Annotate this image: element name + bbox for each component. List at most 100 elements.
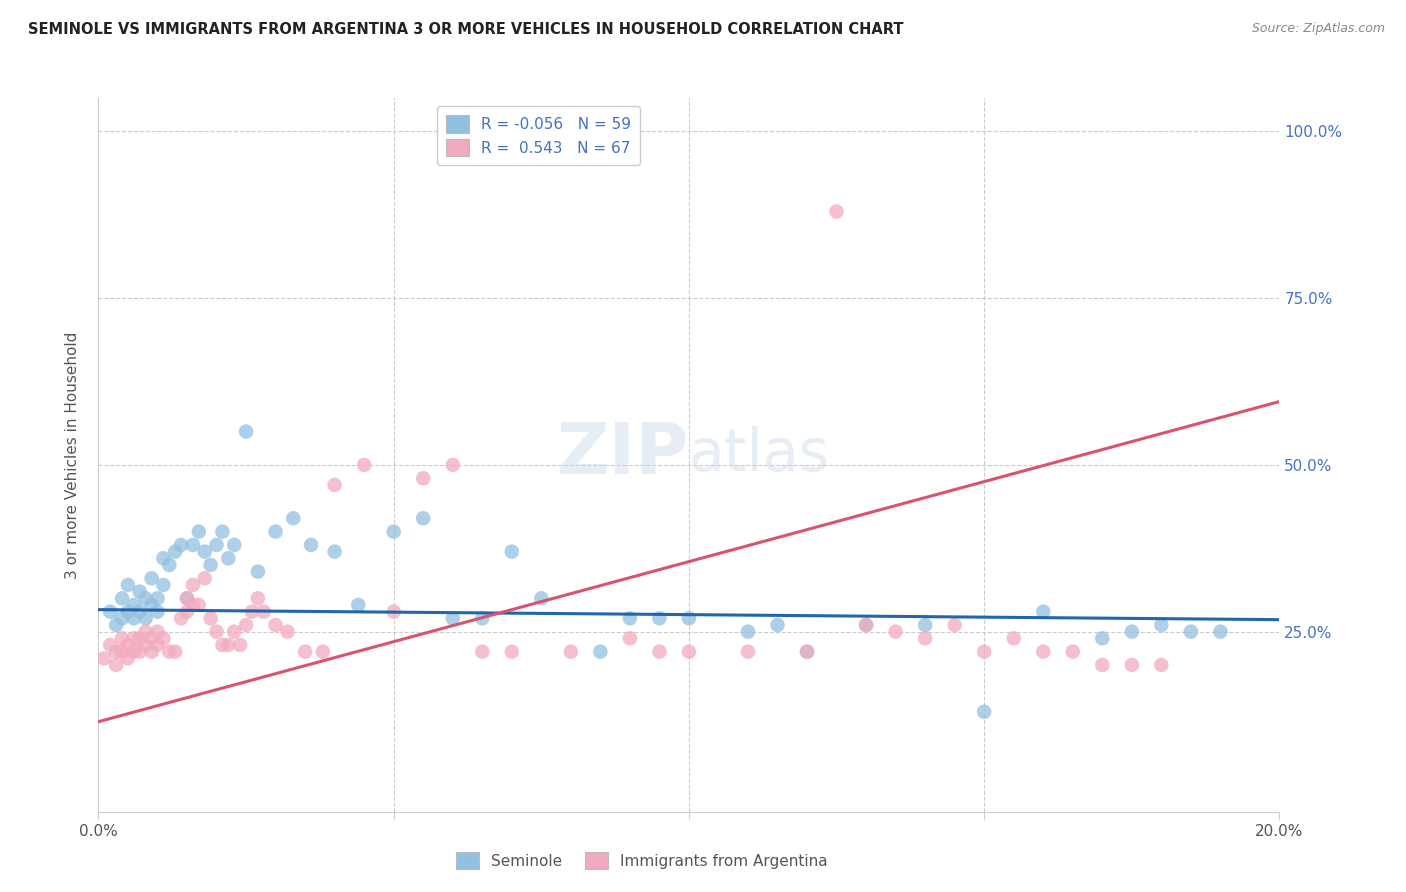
Point — [501, 544, 523, 558]
Legend: Seminole, Immigrants from Argentina: Seminole, Immigrants from Argentina — [450, 846, 834, 875]
Point — [914, 632, 936, 646]
Point — [471, 645, 494, 659]
Point — [117, 651, 139, 665]
Point — [229, 638, 252, 652]
Point — [323, 544, 346, 558]
Text: ZIP: ZIP — [557, 420, 689, 490]
Point — [111, 645, 134, 659]
Point — [152, 551, 174, 566]
Point — [264, 618, 287, 632]
Point — [914, 618, 936, 632]
Point — [211, 524, 233, 539]
Point — [141, 571, 163, 585]
Point — [619, 611, 641, 625]
Text: SEMINOLE VS IMMIGRANTS FROM ARGENTINA 3 OR MORE VEHICLES IN HOUSEHOLD CORRELATIO: SEMINOLE VS IMMIGRANTS FROM ARGENTINA 3 … — [28, 22, 904, 37]
Point — [1032, 605, 1054, 619]
Point — [1180, 624, 1202, 639]
Point — [98, 605, 121, 619]
Point — [235, 425, 257, 439]
Point — [678, 611, 700, 625]
Point — [135, 638, 157, 652]
Point — [276, 624, 298, 639]
Point — [141, 598, 163, 612]
Point — [648, 611, 671, 625]
Point — [796, 645, 818, 659]
Point — [117, 605, 139, 619]
Point — [1209, 624, 1232, 639]
Point — [194, 571, 217, 585]
Point — [128, 632, 150, 646]
Point — [200, 611, 222, 625]
Point — [1002, 632, 1025, 646]
Point — [246, 591, 269, 606]
Point — [855, 618, 877, 632]
Point — [412, 511, 434, 525]
Point — [105, 645, 128, 659]
Point — [93, 651, 115, 665]
Point — [165, 645, 187, 659]
Point — [412, 471, 434, 485]
Point — [117, 638, 139, 652]
Point — [283, 511, 305, 525]
Point — [146, 638, 169, 652]
Point — [122, 645, 145, 659]
Point — [217, 551, 239, 566]
Point — [128, 645, 150, 659]
Point — [224, 538, 246, 552]
Point — [737, 645, 759, 659]
Point — [141, 645, 163, 659]
Point — [105, 658, 128, 673]
Point — [253, 605, 276, 619]
Point — [111, 632, 134, 646]
Point — [187, 524, 209, 539]
Point — [235, 618, 257, 632]
Point — [176, 605, 198, 619]
Point — [98, 638, 121, 652]
Point — [737, 624, 759, 639]
Point — [181, 578, 204, 592]
Point — [973, 645, 995, 659]
Point — [224, 624, 246, 639]
Point — [152, 578, 174, 592]
Point — [194, 544, 217, 558]
Point — [589, 645, 612, 659]
Point — [382, 524, 405, 539]
Point — [105, 618, 128, 632]
Point — [122, 611, 145, 625]
Point — [560, 645, 582, 659]
Point — [312, 645, 335, 659]
Text: Source: ZipAtlas.com: Source: ZipAtlas.com — [1251, 22, 1385, 36]
Point — [766, 618, 789, 632]
Point — [501, 645, 523, 659]
Point — [181, 538, 204, 552]
Point — [146, 624, 169, 639]
Point — [205, 624, 228, 639]
Point — [122, 632, 145, 646]
Point — [205, 538, 228, 552]
Point — [157, 558, 180, 572]
Point — [200, 558, 222, 572]
Point — [471, 611, 494, 625]
Point — [382, 605, 405, 619]
Point — [347, 598, 370, 612]
Point — [884, 624, 907, 639]
Point — [170, 611, 193, 625]
Y-axis label: 3 or more Vehicles in Household: 3 or more Vehicles in Household — [65, 331, 80, 579]
Point — [441, 458, 464, 472]
Point — [117, 578, 139, 592]
Point — [973, 705, 995, 719]
Point — [530, 591, 553, 606]
Point — [176, 591, 198, 606]
Point — [122, 598, 145, 612]
Point — [619, 632, 641, 646]
Point — [1150, 658, 1173, 673]
Point — [648, 645, 671, 659]
Point — [1062, 645, 1084, 659]
Text: atlas: atlas — [689, 426, 830, 483]
Point — [170, 538, 193, 552]
Point — [176, 591, 198, 606]
Point — [165, 544, 187, 558]
Point — [111, 591, 134, 606]
Point — [294, 645, 316, 659]
Point — [855, 618, 877, 632]
